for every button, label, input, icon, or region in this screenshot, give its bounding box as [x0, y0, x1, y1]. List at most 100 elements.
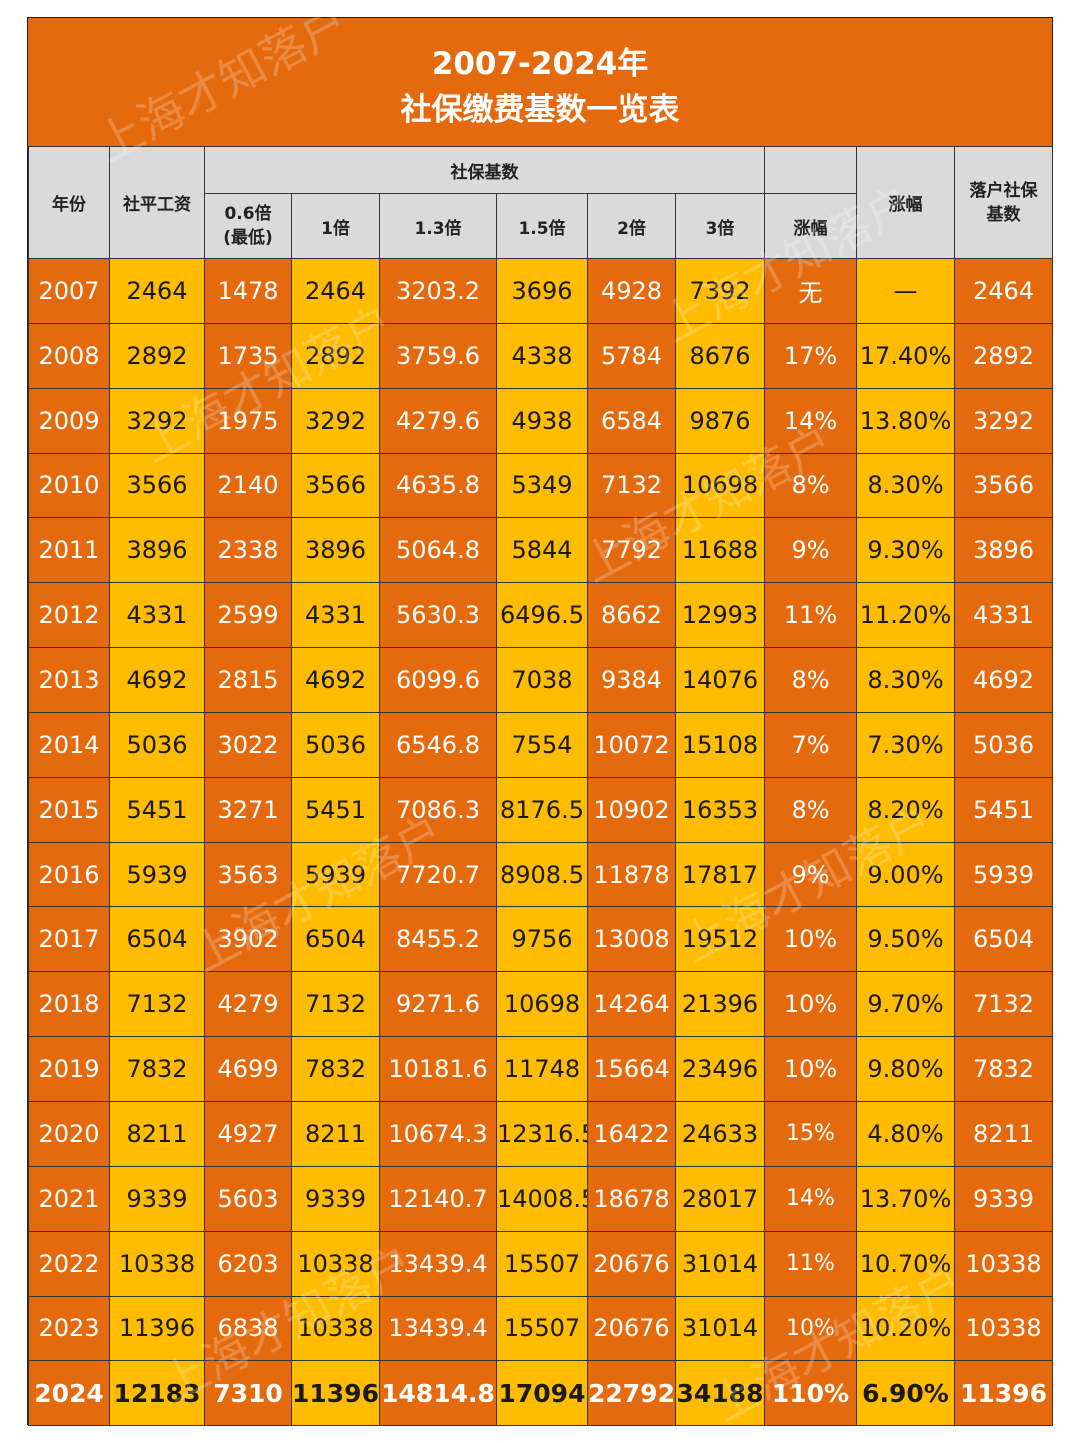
cell-settle-base: 2892 [954, 322, 1053, 389]
cell-year: 2008 [28, 322, 110, 389]
cell-avg-wage: 12183 [109, 1360, 205, 1427]
cell-increase: 9% [764, 841, 857, 908]
cell-increase: 10% [764, 971, 857, 1038]
cell-base-x13: 14814.8 [379, 1360, 497, 1427]
cell-base-x13: 4635.8 [379, 452, 497, 519]
cell-base-x15: 8908.5 [496, 841, 588, 908]
cell-year: 2016 [28, 841, 110, 908]
cell-avg-wage: 9339 [109, 1165, 205, 1232]
cell-avg-wage: 6504 [109, 906, 205, 973]
cell-base-x06: 4279 [204, 971, 292, 1038]
cell-increase-2: 9.00% [856, 841, 955, 908]
cell-base-x06: 3022 [204, 711, 292, 778]
cell-base-x15: 4338 [496, 322, 588, 389]
cell-year: 2021 [28, 1165, 110, 1232]
cell-base-x15: 8176.5 [496, 776, 588, 843]
cell-increase: 10% [764, 1036, 857, 1102]
cell-increase-2: 9.80% [856, 1036, 955, 1102]
cell-settle-base: 3292 [954, 387, 1053, 454]
cell-base-x1: 8211 [291, 1100, 380, 1167]
cell-base-x2: 11878 [587, 841, 676, 908]
cell-base-x06: 2815 [204, 647, 292, 713]
cell-base-x3: 8676 [675, 322, 765, 389]
cell-avg-wage: 5451 [109, 776, 205, 843]
cell-year: 2009 [28, 387, 110, 454]
cell-base-x3: 31014 [675, 1295, 765, 1362]
cell-year: 2023 [28, 1295, 110, 1362]
header-x3: 3倍 [675, 193, 765, 259]
cell-base-x13: 10181.6 [379, 1036, 497, 1102]
cell-avg-wage: 11396 [109, 1295, 205, 1362]
cell-base-x13: 9271.6 [379, 971, 497, 1038]
cell-year: 2020 [28, 1100, 110, 1167]
cell-increase: 8% [764, 452, 857, 519]
cell-base-x06: 3902 [204, 906, 292, 973]
cell-increase-2: 9.30% [856, 517, 955, 584]
cell-base-x1: 2892 [291, 322, 380, 389]
cell-settle-base: 8211 [954, 1100, 1053, 1167]
cell-base-x13: 6099.6 [379, 647, 497, 713]
cell-base-x2: 7792 [587, 517, 676, 584]
cell-avg-wage: 2464 [109, 258, 205, 324]
cell-avg-wage: 4692 [109, 647, 205, 713]
cell-increase: 14% [764, 387, 857, 454]
cell-base-x15: 12316.5 [496, 1100, 588, 1167]
cell-base-x2: 15664 [587, 1036, 676, 1102]
header-settle-line2: 基数 [986, 204, 1021, 225]
table-row: 2017 6504 3902 6504 8455.2 9756 13008 19512 10% 9… [28, 906, 1053, 973]
cell-settle-base: 7132 [954, 971, 1053, 1038]
table-row: 2008 2892 1735 2892 3759.6 4338 5784 8676 17% 17.… [28, 322, 1053, 389]
cell-base-x15: 7038 [496, 647, 588, 713]
cell-increase: 11% [764, 582, 857, 649]
table-row: 2011 3896 2338 3896 5064.8 5844 7792 11688 9% 9.3… [28, 517, 1053, 584]
header-increase: 涨幅 [764, 193, 857, 259]
cell-base-x2: 10902 [587, 776, 676, 843]
cell-base-x1: 9339 [291, 1165, 380, 1232]
header-year: 年份 [28, 146, 110, 259]
cell-base-x3: 12993 [675, 582, 765, 649]
cell-settle-base: 10338 [954, 1295, 1053, 1362]
cell-increase: 10% [764, 906, 857, 973]
cell-base-x06: 1975 [204, 387, 292, 454]
cell-settle-base: 7832 [954, 1036, 1053, 1102]
cell-base-x15: 14008.5 [496, 1165, 588, 1232]
cell-settle-base: 5036 [954, 711, 1053, 778]
header-increase-2: 涨幅 [856, 146, 955, 259]
cell-base-x2: 10072 [587, 711, 676, 778]
cell-increase: 7% [764, 711, 857, 778]
cell-base-x2: 8662 [587, 582, 676, 649]
cell-base-x06: 3271 [204, 776, 292, 843]
cell-base-x15: 3696 [496, 258, 588, 324]
cell-base-x1: 5036 [291, 711, 380, 778]
cell-base-x2: 22792 [587, 1360, 676, 1427]
social-security-table-sheet: 2007-2024年 社保缴费基数一览表 年份 社平工资 社保基数 涨幅 落户社… [27, 0, 1053, 1432]
cell-base-x3: 15108 [675, 711, 765, 778]
social-security-base-table: 年份 社平工资 社保基数 涨幅 落户社保 基数 0.6倍 (最低) 1倍 1.3… [28, 146, 1053, 1427]
cell-base-x15: 15507 [496, 1295, 588, 1362]
cell-settle-base: 5939 [954, 841, 1053, 908]
cell-settle-base: 11396 [954, 1360, 1053, 1427]
cell-base-x13: 3759.6 [379, 322, 497, 389]
cell-increase-2: 4.80% [856, 1100, 955, 1167]
cell-increase: 14% [764, 1165, 857, 1232]
table-row: 2007 2464 1478 2464 3203.2 3696 4928 7392 无 —2464 [28, 258, 1053, 324]
cell-base-x2: 18678 [587, 1165, 676, 1232]
cell-increase-2: — [856, 258, 955, 324]
table-row: 2012 4331 2599 4331 5630.3 6496.5 8662 12993 11%… [28, 582, 1053, 649]
cell-increase: 9% [764, 517, 857, 584]
table-row: 2009 3292 1975 3292 4279.6 4938 6584 9876 14% 13.… [28, 387, 1053, 454]
cell-avg-wage: 3896 [109, 517, 205, 584]
cell-base-x3: 16353 [675, 776, 765, 843]
table-row: 2023 11396 6838 10338 13439.4 15507 20676 31014… [28, 1295, 1053, 1362]
cell-settle-base: 9339 [954, 1165, 1053, 1232]
header-x06-line2: (最低) [223, 228, 273, 248]
cell-base-x06: 6203 [204, 1230, 292, 1297]
table-row: 2020 8211 4927 8211 10674.3 12316.5 16422 24633… [28, 1100, 1053, 1167]
cell-avg-wage: 3566 [109, 452, 205, 519]
title-years: 2007-2024年 [431, 46, 649, 82]
table-row: 2014 5036 3022 5036 6546.8 7554 10072 15108 7% 7.… [28, 711, 1053, 778]
cell-base-x06: 1735 [204, 322, 292, 389]
cell-base-x13: 5630.3 [379, 582, 497, 649]
cell-base-x3: 11688 [675, 517, 765, 584]
cell-avg-wage: 10338 [109, 1230, 205, 1297]
